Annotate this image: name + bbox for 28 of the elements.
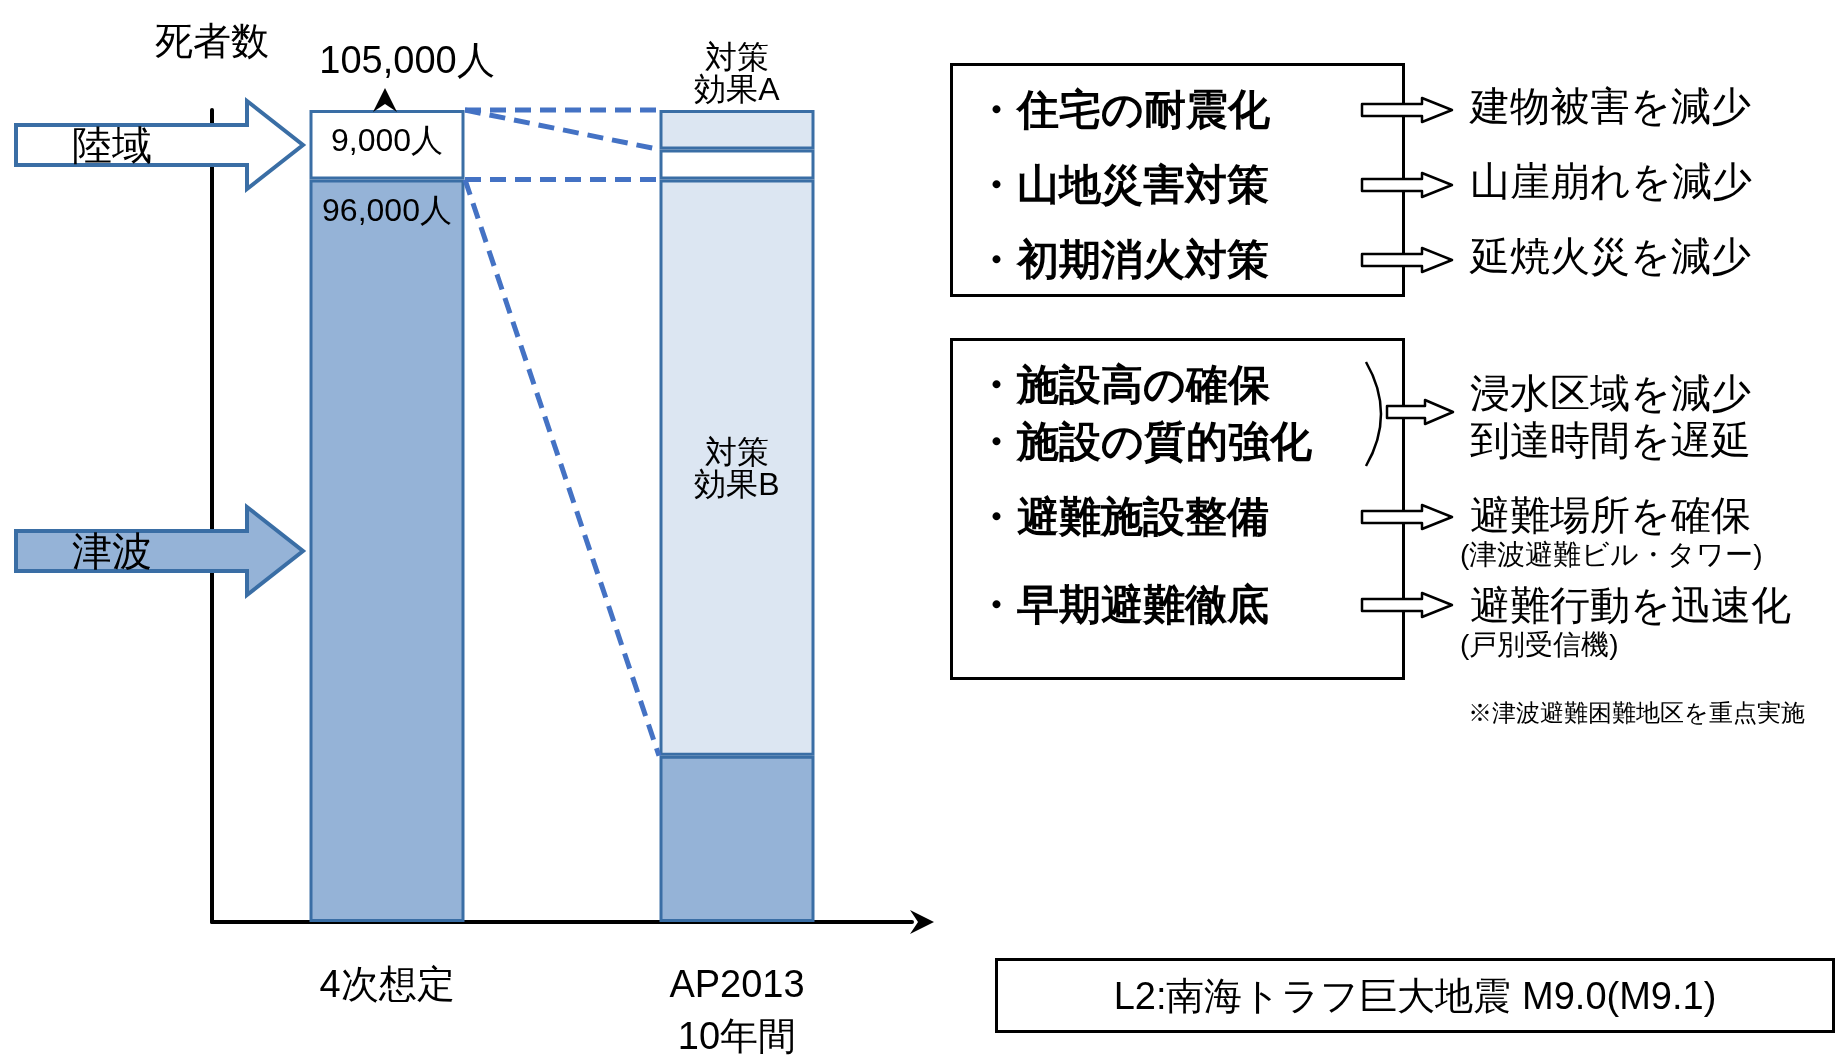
text: 山崖崩れを減少 bbox=[1470, 157, 1752, 205]
x-tick-label: 4次想定 bbox=[319, 963, 455, 1005]
data-label: 96,000人 bbox=[322, 191, 452, 228]
series-label: 対策効果A bbox=[694, 39, 781, 107]
text: ・初期消火対策 bbox=[975, 235, 1269, 285]
y-axis-title: 死者数 bbox=[155, 20, 269, 62]
text: ・早期避難徹底 bbox=[975, 580, 1269, 630]
text: L2:南海トラフ巨大地震 M9.0(M9.1) bbox=[1113, 973, 1717, 1019]
text: 津波 bbox=[72, 527, 152, 575]
text: 到達時間を遅延 bbox=[1470, 417, 1751, 462]
text: 建物被害を減少 bbox=[1470, 82, 1751, 130]
text: ・避難施設整備 bbox=[975, 492, 1269, 542]
text: ・施設の質的強化 bbox=[975, 417, 1312, 467]
text: ・施設高の確保 bbox=[975, 360, 1270, 410]
text: (津波避難ビル・タワー) bbox=[1460, 538, 1763, 572]
text: (戸別受信機) bbox=[1460, 628, 1619, 662]
data-label: 9,000人 bbox=[330, 122, 444, 158]
text: ・山地災害対策 bbox=[975, 160, 1269, 210]
text: 浸水区域を減少 bbox=[1470, 370, 1751, 415]
text: ・住宅の耐震化 bbox=[975, 85, 1270, 135]
text: 延焼火災を減少 bbox=[1470, 232, 1751, 280]
text: 陸域 bbox=[72, 121, 152, 169]
text: ※津波避難困難地区を重点実施 bbox=[1468, 698, 1805, 728]
text: 避難行動を迅速化 bbox=[1470, 582, 1791, 627]
total-label: 105,000人 bbox=[319, 37, 495, 83]
x-tick-label: AP2013 10年間 bbox=[669, 963, 805, 1057]
text: 避難場所を確保 bbox=[1470, 492, 1751, 537]
series-label: 対策効果B bbox=[694, 433, 780, 502]
